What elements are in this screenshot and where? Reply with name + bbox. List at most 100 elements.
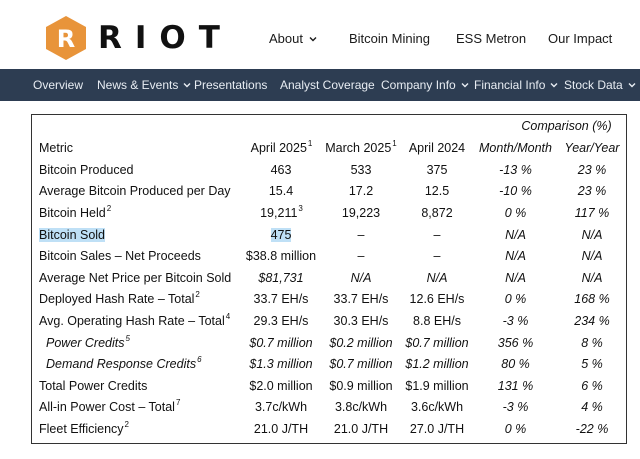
footnote-ref: 4 [225, 311, 231, 321]
month-month-cell: 0 % [504, 421, 527, 436]
footnote-ref: 2 [124, 419, 129, 429]
footnote-ref: 2 [195, 290, 200, 300]
march-2025-cell: N/A [350, 270, 372, 285]
metric-cell: Average Bitcoin Produced per Day [39, 184, 231, 199]
april-2024-cell: 8,872 [421, 205, 453, 220]
footnote-ref: 6 [197, 355, 202, 365]
april-2025-cell: 475 [270, 227, 292, 242]
march-2025-cell: 533 [350, 162, 372, 177]
footnote-ref: 2 [106, 203, 112, 213]
april-2025-cell: $1.3 million [249, 357, 313, 372]
top-nav-bitcoin-mining[interactable]: Bitcoin Mining [349, 31, 430, 46]
subnav-label: Overview [33, 78, 84, 92]
footnote-ref: 1 [392, 139, 397, 148]
chevron-down-icon [309, 36, 317, 41]
march-2025-cell: 19,223 [341, 205, 381, 220]
subnav-news-events[interactable]: News & Events [97, 69, 191, 101]
top-nav: About Bitcoin Mining ESS Metron Our Impa… [0, 31, 640, 51]
april-2025-cell: 21.0 J/TH [253, 421, 309, 436]
april-2024-cell: 12.5 [424, 184, 450, 199]
subnav-overview[interactable]: Overview [33, 69, 83, 101]
april-2024-cell: 375 [426, 162, 448, 177]
month-month-cell: 131 % [497, 378, 534, 393]
year-year-cell: 234 % [574, 313, 610, 328]
april-2025-cell: $81,731 [258, 270, 304, 285]
subnav-label: Analyst Coverage [280, 78, 375, 92]
chevron-down-icon [628, 83, 636, 88]
top-nav-label: Our Impact [548, 31, 613, 46]
chevron-down-icon [183, 83, 191, 88]
march-2025-cell: 17.2 [348, 184, 374, 199]
header-april-2025: April 20251 [250, 139, 313, 156]
subnav-company-info[interactable]: Company Info [381, 69, 469, 101]
year-year-cell: 23 % [577, 162, 607, 177]
year-year-cell: 6 % [581, 378, 603, 393]
metric-cell: Average Net Price per Bitcoin Sold [39, 270, 232, 285]
production-table-container: Comparison (%) Metric April 20251 March … [31, 114, 627, 444]
april-2024-cell: – [433, 227, 441, 242]
april-2025-cell: 33.7 EH/s [253, 292, 309, 307]
metric-cell: Bitcoin Held2 [39, 203, 112, 220]
metric-cell: Fleet Efficiency2 [39, 419, 129, 436]
april-2024-cell: 12.6 EH/s [409, 292, 465, 307]
subnav-label: News & Events [97, 78, 179, 92]
riot-logo[interactable]: R RIOT [46, 16, 233, 60]
april-2024-cell: – [433, 249, 441, 264]
top-nav-our-impact[interactable]: Our Impact [548, 31, 612, 46]
april-2024-cell: $1.9 million [405, 378, 469, 393]
empty-cell [399, 115, 475, 137]
subnav-label: Presentations [194, 78, 268, 92]
april-2024-cell: 8.8 EH/s [413, 313, 461, 328]
empty-cell [32, 115, 240, 137]
top-nav-label: ESS Metron [456, 31, 527, 46]
year-year-cell: 117 % [574, 205, 610, 220]
april-2024-cell: 27.0 J/TH [409, 421, 465, 436]
march-2025-cell: $0.7 million [329, 357, 393, 372]
column-header-row: Metric April 20251 March 20251 April 202… [32, 137, 628, 159]
year-year-cell: N/A [581, 227, 603, 242]
march-2025-cell: – [357, 227, 365, 242]
site-header: R RIOT About Bitcoin Mining ESS Metron O… [0, 0, 640, 69]
subnav-analyst-coverage[interactable]: Analyst Coverage [280, 69, 375, 101]
chevron-down-icon [461, 83, 469, 88]
subnav-presentations[interactable]: Presentations [194, 69, 267, 101]
month-month-cell: N/A [505, 249, 526, 264]
year-year-cell: 168 % [574, 292, 610, 307]
investor-subnav: Overview News & Events Presentations Ana… [0, 69, 640, 101]
comparison-label: Comparison (%) [521, 119, 612, 133]
top-nav-ess-metron[interactable]: ESS Metron [456, 31, 526, 46]
metric-cell: Bitcoin Sales – Net Proceeds [39, 249, 201, 264]
comparison-header-row: Comparison (%) [32, 115, 628, 137]
year-year-cell: -22 % [575, 421, 609, 436]
table-row: Average Net Price per Bitcoin Sold $81,73… [32, 267, 628, 289]
march-2025-cell: $0.2 million [329, 335, 393, 350]
footnote-ref: 1 [307, 139, 313, 148]
month-month-cell: N/A [505, 227, 526, 242]
april-2024-cell: 3.6c/kWh [410, 400, 464, 415]
chevron-down-icon [550, 83, 558, 88]
subnav-financial-info[interactable]: Financial Info [474, 69, 558, 101]
month-month-cell: -3 % [502, 313, 529, 328]
month-month-cell: -3 % [502, 400, 529, 415]
year-year-cell: N/A [581, 270, 603, 285]
metric-cell: Total Power Credits [39, 378, 148, 393]
header-march-2025: March 20251 [325, 139, 397, 156]
table-row: Deployed Hash Rate – Total2 33.7 EH/s 33.7… [32, 289, 628, 311]
march-2025-cell: 30.3 EH/s [333, 313, 389, 328]
production-metrics-table: Comparison (%) Metric April 20251 March … [32, 115, 628, 440]
april-2025-cell: 29.3 EH/s [253, 313, 309, 328]
april-2025-cell: 15.4 [268, 184, 294, 199]
table-row: Bitcoin Held2 19,2113 19,223 8,872 0 % 117 % [32, 202, 628, 224]
top-nav-about[interactable]: About [269, 31, 317, 46]
april-2025-cell: 463 [270, 162, 292, 177]
year-year-cell: 5 % [581, 357, 603, 372]
subnav-stock-data[interactable]: Stock Data [564, 69, 636, 101]
year-year-cell: N/A [581, 249, 603, 264]
april-2024-cell: N/A [426, 270, 448, 285]
empty-cell [240, 115, 323, 137]
april-2025-cell: $0.7 million [249, 335, 313, 350]
hexagon-logo-icon: R [46, 16, 86, 60]
april-2025-cell: 19,2113 [260, 203, 303, 220]
footnote-ref: 5 [125, 333, 130, 343]
header-year-year: Year/Year [564, 141, 620, 155]
